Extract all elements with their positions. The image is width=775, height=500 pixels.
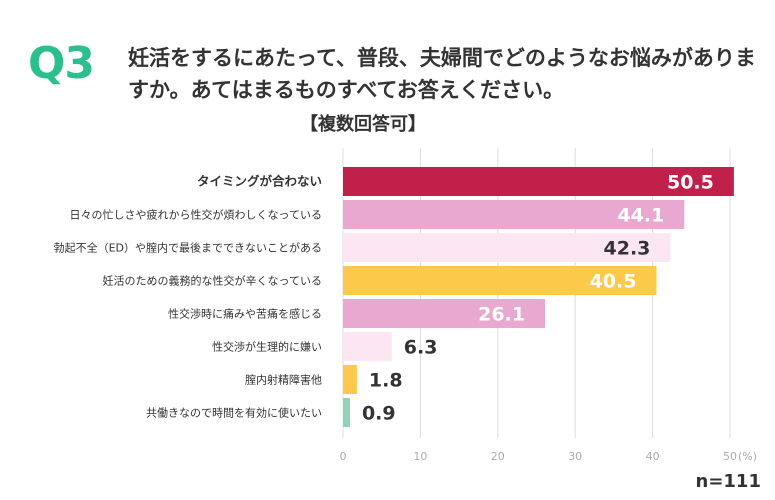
value-label: 6.3 — [404, 337, 438, 359]
x-tick-label: 20 — [491, 450, 505, 463]
category-label: タイミングが合わない — [197, 174, 322, 189]
bar — [343, 365, 357, 394]
category-label: 妊活のための義務的な性交が辛くなっている — [103, 274, 322, 288]
category-label: 膣内射精障害他 — [245, 373, 322, 387]
x-tick-label: 50 — [723, 450, 737, 463]
category-label: 共働きなので時間を有効に使いたい — [146, 406, 322, 420]
x-tick-label: 40 — [646, 450, 660, 463]
value-label: 44.1 — [617, 205, 664, 227]
category-label: 性交渉時に痛みや苦痛を感じる — [168, 307, 322, 321]
bar — [343, 398, 350, 427]
category-label: 日々の忙しさや疲れから性交が煩わしくなっている — [70, 208, 322, 222]
x-tick-label: 0 — [340, 450, 347, 463]
bar — [343, 233, 671, 262]
x-tick-label: 30 — [568, 450, 582, 463]
bar — [343, 167, 734, 196]
bar — [343, 299, 546, 328]
value-label: 50.5 — [667, 172, 714, 194]
x-tick-label: 10 — [413, 450, 427, 463]
question-note: 【複数回答可】 — [300, 114, 426, 135]
category-label: 勃起不全（ED）や膣内で最後までできないことがある — [54, 241, 322, 255]
bar — [343, 332, 392, 361]
x-unit-label: (%) — [738, 450, 757, 463]
question-number: Q3 — [28, 38, 95, 89]
category-label: 性交渉が生理的に嫌い — [212, 340, 322, 354]
bar — [343, 200, 685, 229]
value-label: 26.1 — [478, 304, 525, 326]
sample-size: n=111 — [695, 471, 761, 492]
bar — [343, 266, 657, 295]
value-label: 40.5 — [590, 271, 637, 293]
value-label: 0.9 — [362, 403, 396, 425]
question-text: 妊活をするにあたって、普段、夫婦間でどのようなお悩みがありますか。あてはまるもの… — [128, 46, 756, 102]
value-label: 42.3 — [604, 238, 651, 260]
value-label: 1.8 — [369, 370, 403, 392]
